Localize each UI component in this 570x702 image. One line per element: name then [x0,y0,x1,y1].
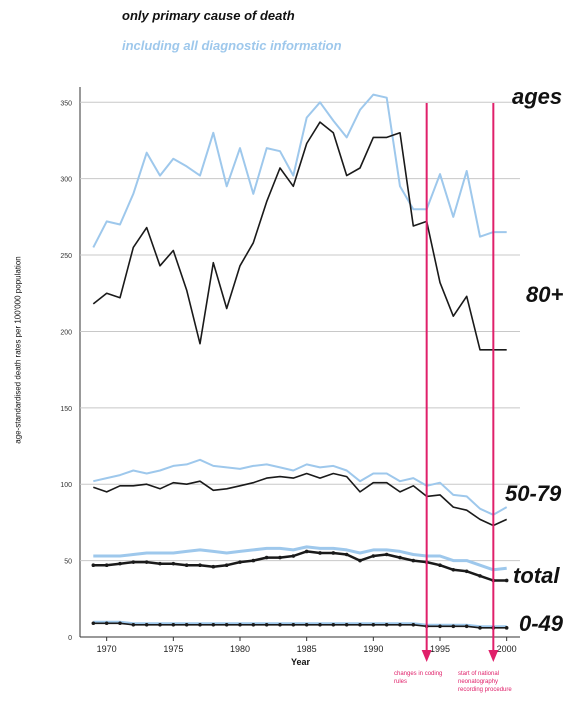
data-point-0-49 [318,622,322,627]
data-point-total [371,554,376,558]
x-tick-label: 1995 [430,644,450,654]
data-point-total [91,563,96,567]
data-point-total [438,563,442,567]
data-point-0-49 [278,622,282,627]
data-point-0-49 [451,624,456,629]
legend-primary-label: only primary cause of death [122,8,295,23]
group-label-ages: ages [512,84,563,109]
data-point-total [411,558,416,563]
y-tick-label: 50 [64,559,72,566]
series-line-total-diagnostic [93,545,507,572]
data-point-0-49 [91,621,96,626]
data-point-0-49 [104,621,109,626]
x-tick-label: 1990 [363,644,383,654]
data-point-total [118,561,122,566]
data-point-0-49 [464,624,469,629]
data-point-total [478,574,482,578]
data-point-total [384,552,389,557]
data-point-total [464,569,469,574]
data-point-0-49 [211,622,216,627]
y-tick-label: 150 [60,406,72,413]
x-tick-label: 1975 [163,644,183,654]
data-point-0-49 [264,622,269,627]
data-point-total [198,563,202,567]
data-point-0-49 [371,622,376,627]
data-point-total [144,560,149,564]
y-tick-label: 350 [60,100,72,107]
series-line-50-79-diagnostic [93,458,508,516]
annotation-neonatography: start of national neonatography recordin… [458,671,512,693]
data-point-total [131,560,136,564]
data-point-total [171,561,176,566]
data-point-total [184,563,189,567]
data-point-0-49 [158,622,162,627]
data-point-total [104,563,109,567]
series-line-50-79-primary [93,472,508,527]
group-label-total: total [513,563,560,588]
data-point-0-49 [144,622,149,627]
y-tick-label: 100 [60,482,72,489]
data-point-total [251,558,256,563]
data-point-total [291,554,296,558]
series-line-0-49-diagnostic [93,620,507,628]
y-tick-label: 200 [60,329,72,336]
x-tick-label: 1985 [297,644,317,654]
data-point-total [451,567,456,572]
annotation-arrowhead-1 [488,650,499,662]
data-point-0-49 [358,622,362,627]
data-point-0-49 [238,622,242,627]
data-point-0-49 [224,622,229,627]
y-tick-label: 300 [60,177,72,184]
data-point-0-49 [304,622,309,627]
group-label-80plus: 80+ [526,282,564,307]
data-point-total [398,555,402,560]
data-point-0-49 [198,622,202,627]
data-point-0-49 [171,622,176,627]
data-point-total [238,560,242,564]
data-point-0-49 [384,622,389,627]
x-tick-label: 1970 [97,644,117,654]
data-point-0-49 [251,622,256,627]
annotation-coding-rules: changes in coding rules [394,671,443,685]
group-label-0-49: 0-49 [519,611,564,636]
series-line-0-49-primary [93,622,507,629]
data-point-0-49 [478,626,482,630]
annotation-arrowhead-0 [421,650,432,662]
data-point-0-49 [331,622,336,627]
data-point-total [504,578,509,583]
series-line-80plus-primary [92,121,507,351]
data-point-0-49 [411,622,416,627]
data-point-0-49 [344,622,349,627]
x-axis-label: Year [291,657,311,667]
data-point-0-49 [291,622,296,627]
data-point-0-49 [131,622,136,627]
series-line-80plus-diagnostic [92,93,507,248]
x-tick-label: 1980 [230,644,250,654]
legend-diagnostic-label: including all diagnostic information [122,38,342,53]
data-point-0-49 [504,626,509,630]
data-point-0-49 [118,621,122,626]
data-point-0-49 [184,622,189,627]
data-point-total [224,563,229,567]
data-point-total [278,555,282,560]
data-point-total [358,558,362,563]
data-point-total [344,552,349,557]
data-point-0-49 [398,622,402,627]
data-point-total [158,561,162,566]
data-point-0-49 [438,624,442,629]
y-tick-label: 0 [68,635,72,642]
data-point-total [318,551,322,555]
y-tick-label: 250 [60,253,72,260]
data-point-total [304,549,309,554]
data-point-total [331,551,336,555]
series-line-total-primary [93,550,507,582]
data-point-total [211,564,216,569]
group-label-50-79: 50-79 [505,481,562,506]
x-tick-label: 2000 [497,644,517,654]
data-point-total [264,555,269,560]
